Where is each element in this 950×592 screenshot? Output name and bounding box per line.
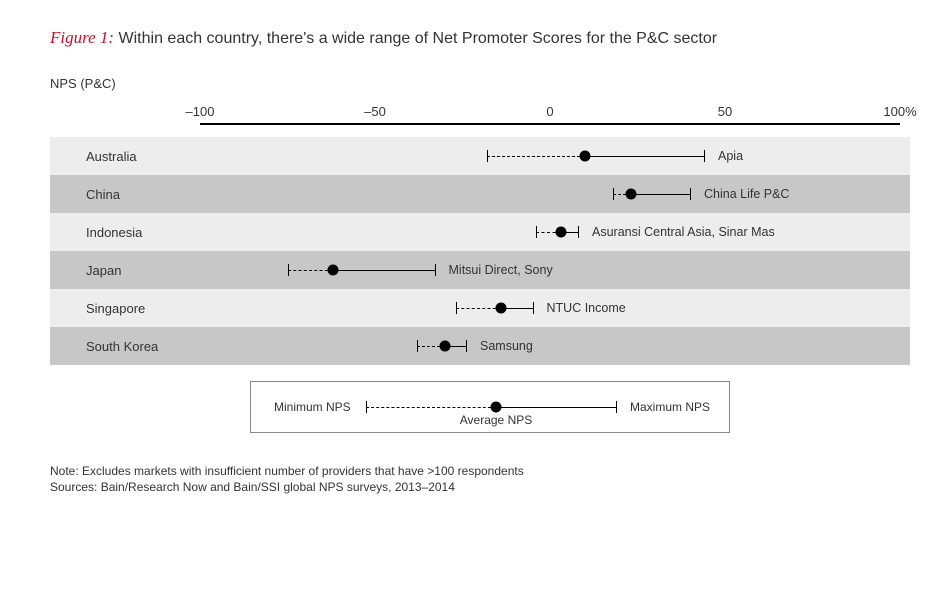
x-tick-label: 100% [883, 104, 916, 119]
range-below-avg-line [288, 270, 334, 271]
avg-dot-icon [496, 303, 507, 314]
table-row: China China Life P&C [50, 175, 910, 213]
legend-dash-line [366, 407, 496, 408]
plot-area: Mitsui Direct, Sony [200, 251, 900, 289]
legend-max-whisker-icon [616, 401, 617, 413]
series-end-label: Mitsui Direct, Sony [449, 263, 553, 277]
x-tick-label: 50 [718, 104, 732, 119]
table-row: South Korea Samsung [50, 327, 910, 365]
country-name: Singapore [86, 301, 200, 316]
avg-dot-icon [440, 341, 451, 352]
y-axis-label: NPS (P&C) [50, 76, 910, 91]
plot-area: Apia [200, 137, 900, 175]
range-below-avg-line [456, 308, 502, 309]
country-name: South Korea [86, 339, 200, 354]
plot-area: NTUC Income [200, 289, 900, 327]
avg-dot-icon [555, 227, 566, 238]
max-whisker-icon [435, 264, 436, 276]
range-above-avg-line [333, 270, 435, 271]
range-below-avg-line [487, 156, 585, 157]
series-end-label: Asuransi Central Asia, Sinar Mas [592, 225, 775, 239]
max-whisker-icon [466, 340, 467, 352]
x-axis-ticks: –100–50050100% [200, 101, 900, 123]
avg-dot-icon [328, 265, 339, 276]
country-name: Indonesia [86, 225, 200, 240]
max-whisker-icon [704, 150, 705, 162]
series-end-label: Apia [718, 149, 743, 163]
avg-dot-icon [580, 151, 591, 162]
legend-min-label: Minimum NPS [274, 400, 351, 414]
figure-label-prefix: Figure 1: [50, 28, 114, 47]
range-above-avg-line [585, 156, 704, 157]
series-end-label: Samsung [480, 339, 533, 353]
table-row: Indonesia Asuransi Central Asia, Sinar Ma… [50, 213, 910, 251]
chart-rows: Asia-Pacific AustraliaApiaChinaChina Lif… [50, 137, 910, 365]
table-row: Singapore NTUC Income [50, 289, 910, 327]
max-whisker-icon [533, 302, 534, 314]
footnote-sources: Sources: Bain/Research Now and Bain/SSI … [50, 479, 910, 495]
country-name: Japan [86, 263, 200, 278]
x-tick-label: –100 [186, 104, 215, 119]
footnotes: Note: Excludes markets with insufficient… [50, 463, 910, 495]
plot-area: China Life P&C [200, 175, 900, 213]
legend: Minimum NPS Maximum NPS Average NPS [250, 381, 730, 433]
chart: –100–50050100% Asia-Pacific AustraliaApi… [50, 101, 910, 433]
footnote-note: Note: Excludes markets with insufficient… [50, 463, 910, 479]
legend-max-label: Maximum NPS [630, 400, 710, 414]
x-axis-line [200, 123, 900, 125]
country-name: Australia [86, 149, 200, 164]
max-whisker-icon [578, 226, 579, 238]
series-end-label: NTUC Income [547, 301, 626, 315]
avg-dot-icon [625, 189, 636, 200]
country-name: China [86, 187, 200, 202]
plot-area: Samsung [200, 327, 900, 365]
x-tick-label: –50 [364, 104, 386, 119]
max-whisker-icon [690, 188, 691, 200]
legend-avg-label: Average NPS [460, 413, 533, 427]
table-row: Australia Apia [50, 137, 910, 175]
x-tick-label: 0 [546, 104, 553, 119]
legend-solid-line [496, 407, 616, 408]
series-end-label: China Life P&C [704, 187, 789, 201]
figure-title: Figure 1: Within each country, there's a… [50, 28, 910, 48]
plot-area: Asuransi Central Asia, Sinar Mas [200, 213, 900, 251]
figure-title-text: Within each country, there's a wide rang… [119, 30, 718, 47]
range-above-avg-line [631, 194, 691, 195]
table-row: Japan Mitsui Direct, Sony [50, 251, 910, 289]
